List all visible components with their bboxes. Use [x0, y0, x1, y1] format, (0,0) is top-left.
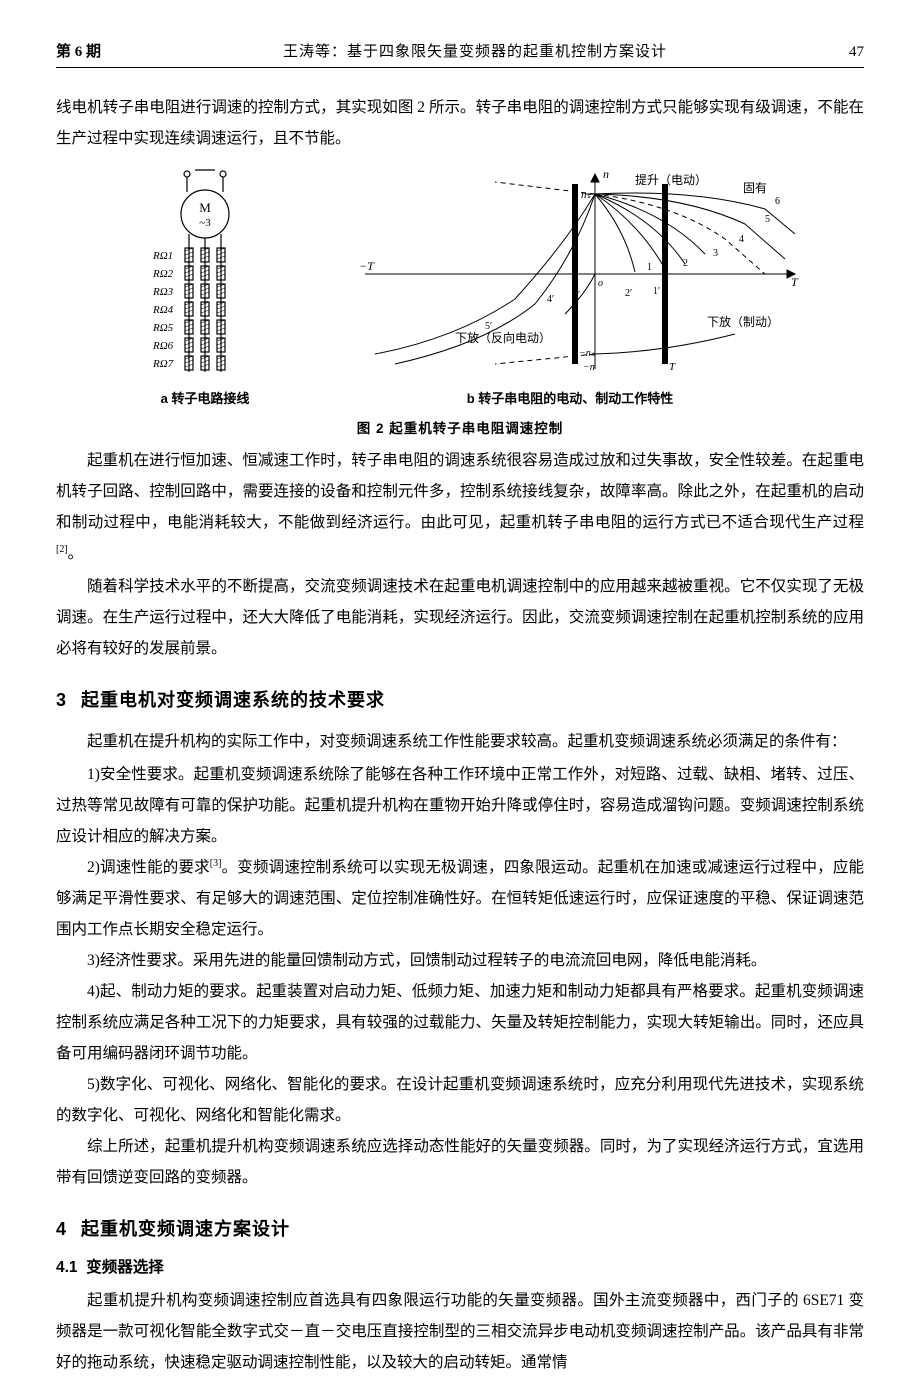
- section-3-item: 4)起、制动力矩的要求。起重装置对启动力矩、低频力矩、加速力矩和制动力矩都具有严…: [56, 976, 864, 1069]
- section-4-heading: 4 起重机变频调速方案设计: [56, 1215, 864, 1241]
- svg-text:−T: −T: [359, 259, 375, 273]
- svg-text:6: 6: [775, 196, 780, 207]
- section-3-item: 3)经济性要求。采用先进的能量回馈制动方式，回馈制动过程转子的电流流回电网，降低…: [56, 945, 864, 976]
- citation-3: [3]: [210, 858, 222, 869]
- svg-text:3′: 3′: [573, 290, 580, 301]
- figure-2b: n nₛ T −T o −nₛ −n T 提升（电动） 固有 下放（反向电动） …: [335, 164, 805, 407]
- svg-text:2: 2: [683, 258, 688, 269]
- figure-2-caption: 图 2 起重机转子串电阻调速控制: [80, 417, 840, 437]
- section-3-conclusion: 综上所述，起重机提升机构变频调速系统应选择动态性能好的矢量变频器。同时，为了实现…: [56, 1131, 864, 1193]
- figure-2b-caption: b 转子串电阻的电动、制动工作特性: [467, 388, 674, 407]
- section-4-title: 起重机变频调速方案设计: [81, 1219, 290, 1239]
- svg-text:下放（制动）: 下放（制动）: [707, 314, 779, 329]
- svg-text:固有: 固有: [743, 181, 767, 195]
- figure-2a: M ~3 RΩ1 RΩ2 RΩ3 RΩ4 RΩ5 RΩ6 RΩ7 a 转子电路接线: [115, 164, 295, 407]
- svg-text:RΩ1: RΩ1: [152, 250, 173, 262]
- svg-text:提升（电动）: 提升（电动）: [635, 172, 707, 187]
- svg-text:1′: 1′: [653, 286, 660, 297]
- section-3-items: 1)安全性要求。起重机变频调速系统除了能够在各种工作环境中正常工作外，对短路、过…: [56, 759, 864, 1131]
- section-3-heading: 3 起重电机对变频调速系统的技术要求: [56, 686, 864, 712]
- intro-paragraph: 线电机转子串电阻进行调速的控制方式，其实现如图 2 所示。转子串电阻的调速控制方…: [56, 92, 864, 154]
- para-after-fig-2: 随着科学技术水平的不断提高，交流变频调速技术在起重电机调速控制中的应用越来越被重…: [56, 571, 864, 664]
- svg-text:RΩ6: RΩ6: [152, 340, 174, 352]
- section-3-item: 5)数字化、可视化、网络化、智能化的要求。在设计起重机变频调速系统时，应充分利用…: [56, 1069, 864, 1131]
- issue-number: 第 6 期: [56, 40, 101, 61]
- running-title: 王涛等：基于四象限矢量变频器的起重机控制方案设计: [283, 40, 667, 61]
- svg-text:−nₛ: −nₛ: [579, 348, 595, 359]
- svg-text:o: o: [598, 278, 603, 289]
- svg-text:−n: −n: [583, 362, 595, 373]
- svg-text:RΩ3: RΩ3: [152, 286, 174, 298]
- figure-2: M ~3 RΩ1 RΩ2 RΩ3 RΩ4 RΩ5 RΩ6 RΩ7 a 转子电路接线: [80, 164, 840, 437]
- svg-text:5: 5: [765, 214, 770, 225]
- section-3-item: 2)调速性能的要求[3]。变频调速控制系统可以实现无极调速，四象限运动。起重机在…: [56, 852, 864, 945]
- svg-text:n: n: [603, 167, 609, 181]
- section-4-1-num: 4.1: [56, 1259, 78, 1276]
- section-3-num: 3: [56, 690, 67, 710]
- svg-text:4: 4: [739, 234, 744, 245]
- section-4-num: 4: [56, 1219, 67, 1239]
- svg-text:5′: 5′: [485, 321, 492, 332]
- svg-text:RΩ7: RΩ7: [152, 358, 174, 370]
- section-4-1-title: 变频器选择: [86, 1259, 164, 1276]
- citation-2: [2]: [56, 544, 68, 555]
- section-4-1-heading: 4.1 变频器选择: [56, 1255, 864, 1277]
- svg-text:T: T: [669, 361, 676, 373]
- svg-text:RΩ2: RΩ2: [152, 268, 174, 280]
- svg-text:RΩ4: RΩ4: [152, 304, 174, 316]
- figure-2b-svg: n nₛ T −T o −nₛ −n T 提升（电动） 固有 下放（反向电动） …: [335, 164, 805, 384]
- section-3-lead: 起重机在提升机构的实际工作中，对变频调速系统工作性能要求较高。起重机变频调速系统…: [56, 726, 864, 757]
- figure-2a-caption: a 转子电路接线: [161, 388, 250, 407]
- svg-text:1: 1: [647, 262, 652, 273]
- running-header: 第 6 期 王涛等：基于四象限矢量变频器的起重机控制方案设计 47: [56, 40, 864, 68]
- svg-text:~3: ~3: [199, 217, 211, 229]
- section-3-title: 起重电机对变频调速系统的技术要求: [81, 690, 385, 710]
- svg-text:T: T: [791, 275, 799, 289]
- svg-text:RΩ5: RΩ5: [152, 322, 174, 334]
- page-number: 47: [849, 44, 864, 61]
- svg-text:M: M: [199, 200, 211, 215]
- svg-text:4′: 4′: [547, 294, 554, 305]
- svg-text:下放（反向电动）: 下放（反向电动）: [455, 330, 551, 345]
- svg-text:nₛ: nₛ: [581, 189, 592, 201]
- section-3-item: 1)安全性要求。起重机变频调速系统除了能够在各种工作环境中正常工作外，对短路、过…: [56, 759, 864, 852]
- svg-text:2′: 2′: [625, 288, 632, 299]
- figure-2a-svg: M ~3 RΩ1 RΩ2 RΩ3 RΩ4 RΩ5 RΩ6 RΩ7: [115, 164, 295, 384]
- section-4-1-para: 起重机提升机构变频调速控制应首选具有四象限运行功能的矢量变频器。国外主流变频器中…: [56, 1285, 864, 1378]
- para-after-fig-1: 起重机在进行恒加速、恒减速工作时，转子串电阻的调速系统很容易造成过放和过失事故，…: [56, 445, 864, 569]
- svg-text:3: 3: [713, 248, 718, 259]
